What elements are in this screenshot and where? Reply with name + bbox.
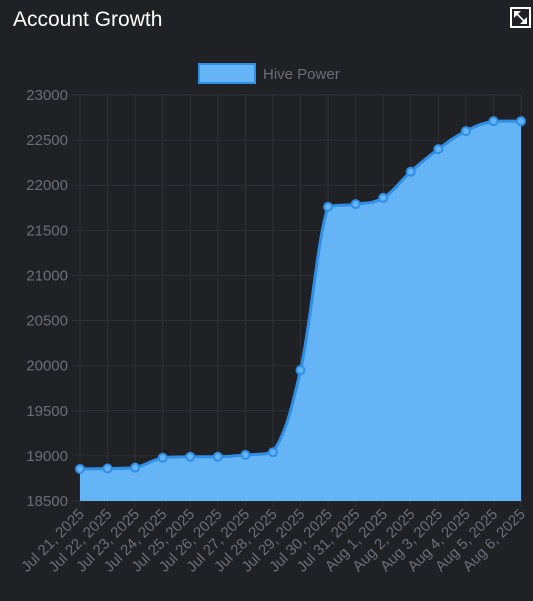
- data-point[interactable]: [460, 126, 471, 137]
- data-point[interactable]: [405, 166, 416, 177]
- y-tick-label: 22500: [26, 132, 68, 149]
- data-point[interactable]: [295, 365, 306, 376]
- data-point[interactable]: [516, 116, 526, 127]
- data-point[interactable]: [157, 452, 168, 463]
- legend-swatch-hive-power: [198, 63, 256, 84]
- page-title: Account Growth: [13, 8, 163, 31]
- y-tick-label: 22000: [26, 177, 68, 194]
- data-point[interactable]: [75, 463, 85, 474]
- data-point[interactable]: [212, 451, 223, 462]
- legend-label-hive-power: Hive Power: [263, 66, 340, 83]
- legend[interactable]: Hive Power: [198, 63, 340, 84]
- y-axis-ticks: 23000 22500 22000 21500 21000 20500 20000 19500…: [26, 87, 68, 510]
- y-tick-label: 21000: [26, 267, 68, 284]
- data-point[interactable]: [102, 463, 113, 474]
- y-tick-label: 18500: [26, 493, 68, 510]
- data-point[interactable]: [267, 447, 278, 458]
- data-point[interactable]: [378, 192, 389, 203]
- y-tick-label: 19500: [26, 403, 68, 420]
- data-point[interactable]: [130, 462, 141, 473]
- y-tick-label: 20000: [26, 358, 68, 375]
- data-point[interactable]: [185, 451, 196, 462]
- y-tick-label: 20500: [26, 313, 68, 330]
- data-point[interactable]: [240, 449, 251, 460]
- series-points-hive-power: [75, 116, 526, 474]
- data-point[interactable]: [323, 201, 334, 212]
- y-tick-label: 23000: [26, 87, 68, 104]
- y-tick-label: 19000: [26, 448, 68, 465]
- data-point[interactable]: [350, 199, 361, 210]
- data-point[interactable]: [433, 144, 444, 155]
- y-tick-label: 21500: [26, 222, 68, 239]
- data-point[interactable]: [488, 116, 499, 127]
- series-area-hive-power: [80, 121, 521, 502]
- expand-icon[interactable]: [510, 7, 531, 28]
